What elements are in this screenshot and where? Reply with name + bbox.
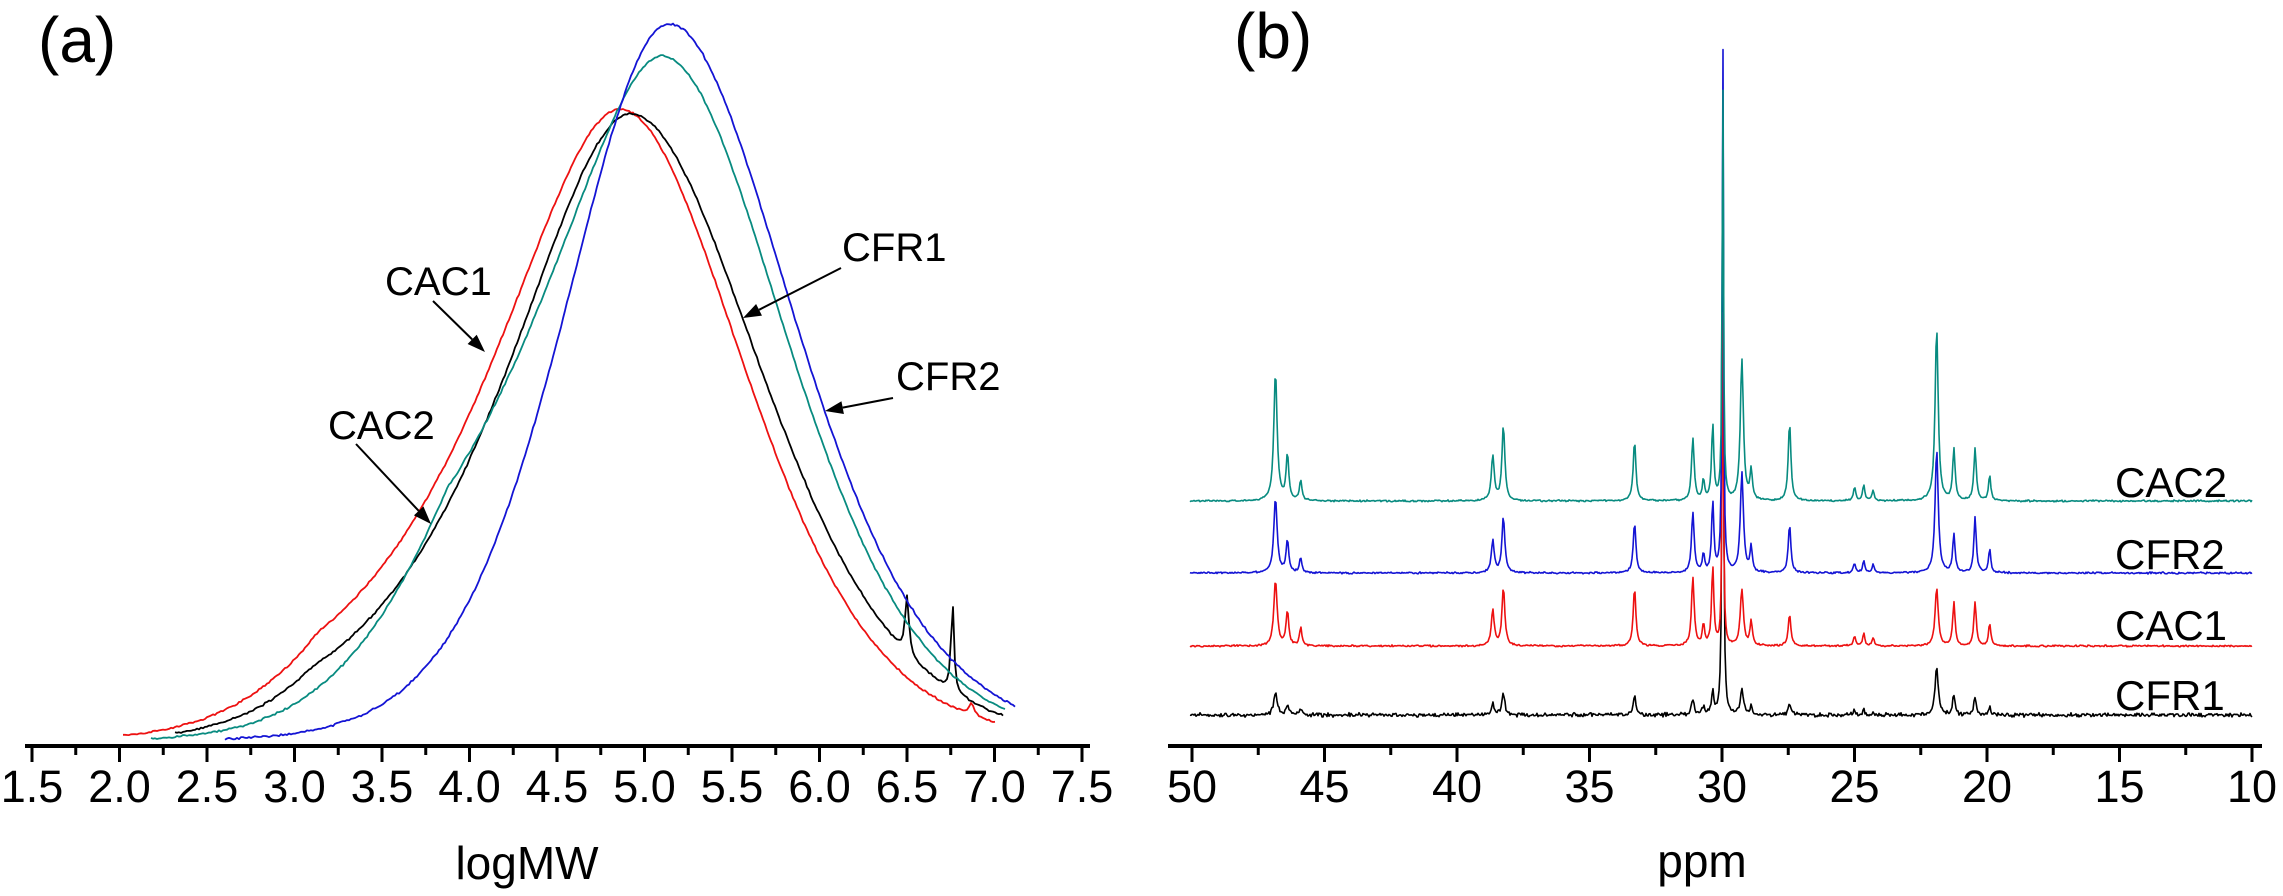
annotation-arrow-line-CAC1 bbox=[432, 300, 473, 341]
panel-a-x-tick-label: 6.0 bbox=[788, 761, 851, 812]
annotation-arrowhead-CAC2 bbox=[413, 506, 431, 524]
panel-a-x-tick-label: 4.0 bbox=[438, 761, 501, 812]
trace-label-CAC2: CAC2 bbox=[2115, 459, 2228, 506]
panel-b-x-tick-label: 10 bbox=[2226, 761, 2278, 812]
nmr-trace-CFR1 bbox=[1189, 131, 2253, 718]
panel-a-x-tick-label: 4.5 bbox=[525, 761, 589, 812]
panel-b-x-tick-label: 35 bbox=[1564, 761, 1615, 812]
panel-a-x-tick-label: 2.0 bbox=[88, 761, 151, 812]
gpc-curve-CAC2 bbox=[150, 54, 1006, 740]
panel-a-x-tick-label: 5.0 bbox=[613, 761, 676, 812]
panel-b-x-tick-label: 20 bbox=[1961, 761, 2013, 812]
gpc-curve-CFR1 bbox=[174, 112, 1004, 734]
panel-a-x-tick-label: 7.5 bbox=[1050, 761, 1114, 812]
annotation-arrowhead-CFR2 bbox=[825, 401, 844, 415]
curve-label-CAC2: CAC2 bbox=[328, 404, 435, 448]
nmr-trace-CFR2 bbox=[1189, 48, 2253, 575]
panel-b-x-axis-title: ppm bbox=[1657, 835, 1747, 887]
trace-label-CFR1: CFR1 bbox=[2115, 672, 2225, 719]
trace-label-CAC1: CAC1 bbox=[2115, 602, 2228, 649]
panel-a-x-tick-label: 1.5 bbox=[0, 761, 64, 812]
annotation-arrow-line-CAC2 bbox=[355, 443, 420, 512]
annotation-arrow-line-CFR2 bbox=[842, 397, 894, 409]
panel-a-x-tick-label: 3.0 bbox=[263, 761, 326, 812]
curve-label-CFR2: CFR2 bbox=[896, 355, 1001, 399]
annotation-arrow-line-CFR1 bbox=[758, 267, 842, 311]
panel-b-x-tick-label: 40 bbox=[1431, 761, 1483, 812]
panel-b-x-tick-label: 45 bbox=[1299, 761, 1350, 812]
annotation-arrowhead-CAC1 bbox=[467, 334, 485, 352]
curve-label-CAC1: CAC1 bbox=[385, 260, 492, 304]
panel-b-x-tick-label: 30 bbox=[1696, 761, 1748, 812]
panel-a-x-tick-label: 3.5 bbox=[350, 761, 414, 812]
nmr-trace-CAC1 bbox=[1189, 312, 2253, 648]
trace-label-CFR2: CFR2 bbox=[2115, 531, 2225, 578]
panel-a-x-tick-label: 2.5 bbox=[175, 761, 239, 812]
panel-a-x-tick-label: 5.5 bbox=[700, 761, 764, 812]
panel-a-letter: (a) bbox=[38, 4, 117, 76]
panel-b-x-tick-label: 15 bbox=[2094, 761, 2145, 812]
panel-a-x-axis-title: logMW bbox=[455, 837, 599, 889]
panel-b-x-tick-label: 25 bbox=[1829, 761, 1880, 812]
annotation-arrowhead-CFR1 bbox=[743, 304, 762, 318]
nmr-trace-CAC2 bbox=[1189, 89, 2253, 503]
gpc-curve-CFR2 bbox=[224, 22, 1016, 741]
curve-label-CFR1: CFR1 bbox=[842, 226, 947, 270]
panel-a-x-tick-label: 7.0 bbox=[963, 761, 1026, 812]
panel-b-letter: (b) bbox=[1234, 0, 1313, 72]
panel-a-x-tick-label: 6.5 bbox=[875, 761, 939, 812]
gpc-curve-CAC1 bbox=[123, 108, 996, 736]
panel-b-x-tick-label: 50 bbox=[1166, 761, 1218, 812]
